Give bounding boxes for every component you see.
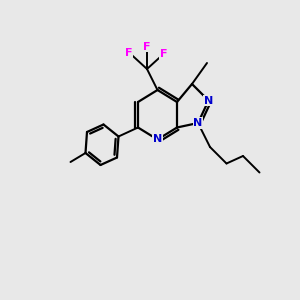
Text: F: F (143, 41, 151, 52)
Text: N: N (194, 118, 202, 128)
Text: F: F (160, 49, 167, 59)
Text: F: F (125, 47, 133, 58)
Text: N: N (204, 95, 213, 106)
Text: N: N (153, 134, 162, 145)
